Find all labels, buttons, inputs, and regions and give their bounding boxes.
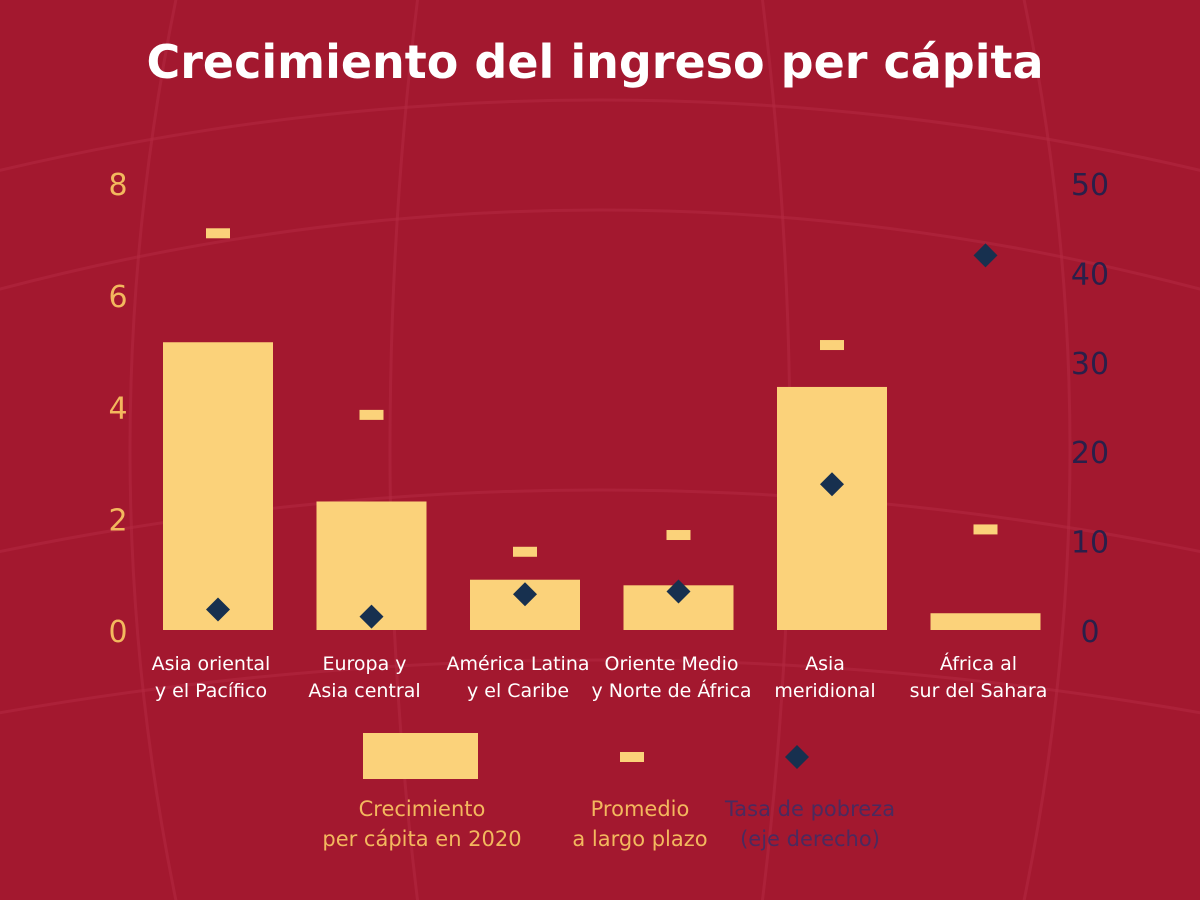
legend-label: Crecimiento per cápita en 2020 [322,797,521,851]
globe-line [0,488,1200,554]
category-label-line: y el Caribe [467,680,569,702]
average-dash [666,530,691,541]
globe-line [388,0,420,900]
chart-title: Crecimiento del ingreso per cápita [146,35,1043,89]
bar [777,386,887,630]
left-tick-label: 6 [108,280,127,315]
right-tick-label: 0 [1080,615,1099,650]
legend-label-line: per cápita en 2020 [322,827,521,851]
poverty-diamond [513,582,537,607]
average-dash [206,228,230,239]
poverty-diamond [666,579,691,604]
globe-line [0,658,1200,715]
right-tick-label: 40 [1071,257,1109,292]
right-tick-label: 50 [1071,168,1109,203]
category-label-line: América Latina [446,653,589,675]
poverty-diamond [206,597,230,622]
globe-line [0,98,1200,172]
average-dash [359,409,384,420]
legend-diamond-swatch [785,745,809,769]
category-label: África al sur del Sahara [910,652,1048,702]
category-label-line: Asia [805,653,845,675]
poverty-diamond [820,472,844,497]
globe-line [128,0,178,900]
category-label-line: Asia oriental [152,653,271,675]
right-axis: 0 10 20 30 40 50 [1071,168,1109,650]
left-tick-label: 8 [108,168,127,203]
right-tick-label: 10 [1071,526,1109,561]
legend-dash-swatch [620,752,644,762]
legend-label-line: Promedio [591,797,690,821]
left-tick-label: 0 [108,615,127,650]
bars-series [163,342,1041,630]
left-tick-label: 2 [108,503,127,538]
legend-label-line: Crecimiento [359,797,486,821]
legend-label: Tasa de pobreza (eje derecho) [724,797,895,851]
category-label: América Latina y el Caribe [446,653,589,702]
poverty-diamond [973,243,998,268]
category-label-line: África al [940,652,1017,675]
globe-line [0,208,1200,291]
category-label-line: Europa y [322,653,406,675]
poverty-series [206,243,998,629]
bar [163,342,273,630]
legend-label-line: a largo plazo [572,827,707,851]
category-label-line: y Norte de África [591,679,751,702]
average-dash [820,340,844,351]
legend-label-line: Tasa de pobreza [724,797,895,821]
legend-bar-swatch [363,733,478,779]
average-dash [973,524,998,535]
category-label: Asia meridional [774,653,875,702]
left-tick-label: 4 [108,392,127,427]
bar [930,613,1041,630]
legend: Crecimiento per cápita en 2020 Promedio a l… [322,733,895,851]
category-label-line: Oriente Medio [604,653,738,675]
right-tick-label: 30 [1071,347,1109,382]
globe-line [1022,0,1072,900]
poverty-diamond [359,604,384,629]
category-label: Oriente Medio y Norte de África [591,653,751,702]
category-label-line: Asia central [308,680,420,702]
category-label-line: meridional [774,680,875,702]
left-axis: 0 2 4 6 8 [108,168,127,650]
right-tick-label: 20 [1071,436,1109,471]
category-label: Europa y Asia central [308,653,420,702]
legend-label-line: (eje derecho) [740,827,880,851]
category-label: Asia oriental y el Pacífico [152,653,271,702]
average-series [206,228,998,557]
legend-label: Promedio a largo plazo [572,797,707,851]
category-label-line: sur del Sahara [910,680,1048,702]
average-dash [513,546,537,557]
category-labels: Asia oriental y el Pacífico Europa y Asia c… [152,652,1048,702]
category-label-line: y el Pacífico [155,680,267,702]
